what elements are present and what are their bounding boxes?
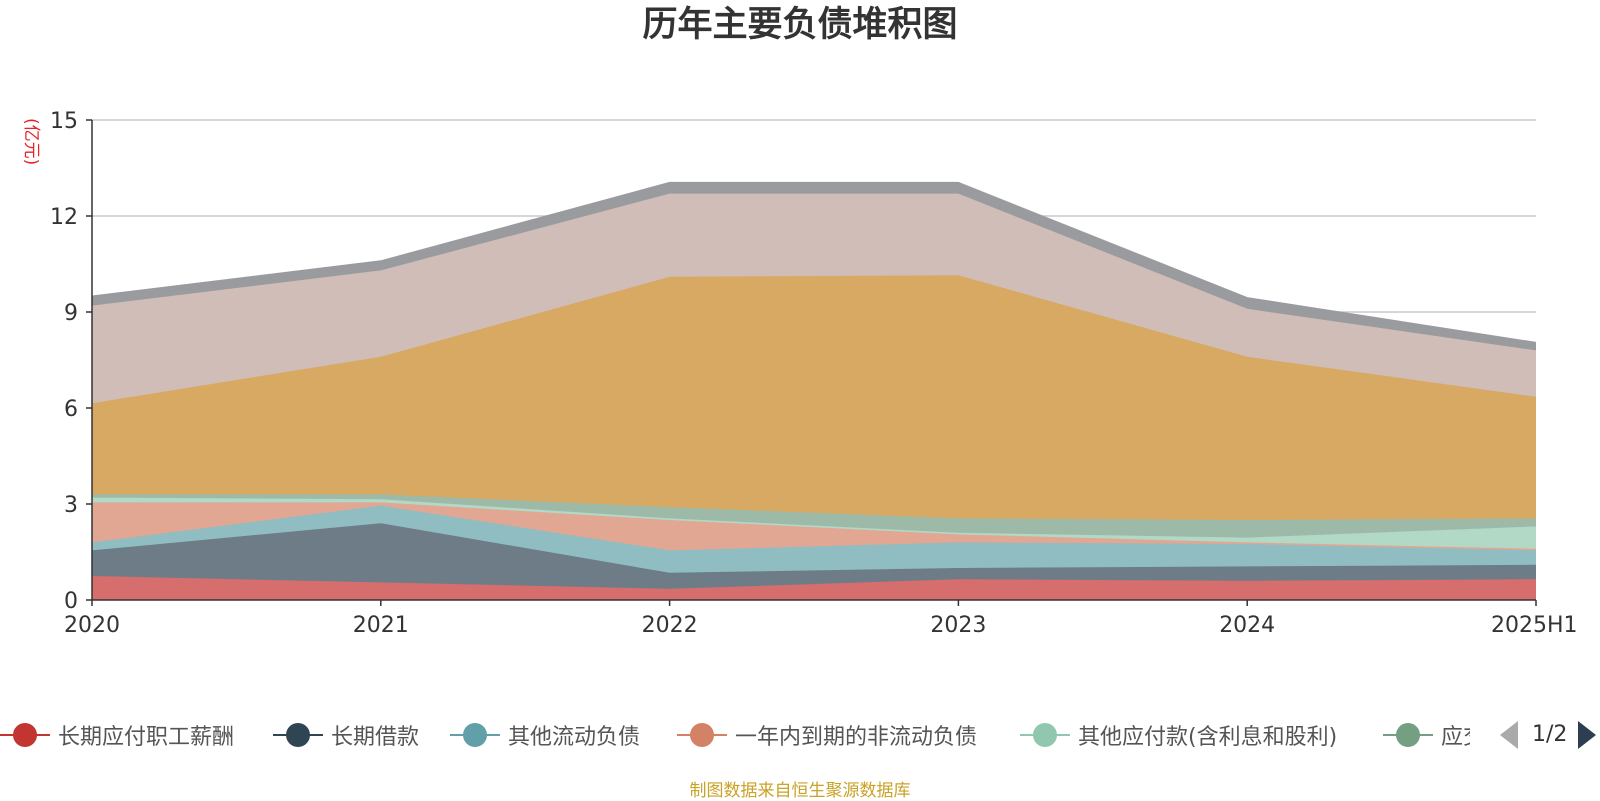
stacked-area-chart: 0 3 6 9 12 15 2020 2021 2022 2023 2024 2025H1 [50, 109, 1578, 638]
legend-item-label: 长期应付职工薪酬 [58, 725, 235, 750]
legend-pager: 1/2 [1490, 715, 1600, 755]
legend-item[interactable]: 其他应付款(含利息和股利) [1020, 715, 1337, 755]
x-tick-label: 2022 [642, 613, 698, 638]
area-series-7[interactable] [92, 193, 1536, 404]
area-series-1[interactable] [92, 523, 1536, 589]
area-series-4[interactable] [92, 497, 1536, 549]
legend-next-page-icon[interactable] [1578, 721, 1596, 749]
y-tick-label: 12 [50, 205, 78, 230]
legend-item-label: 应交税费 [1441, 725, 1470, 750]
legend-item[interactable]: 应交税费 [1383, 715, 1470, 755]
legend-prev-page-icon[interactable] [1500, 721, 1518, 749]
y-tick-label: 0 [64, 589, 78, 614]
y-tick-label: 9 [64, 301, 78, 326]
x-tick-label: 2024 [1219, 613, 1275, 638]
legend-marker-icon [1383, 715, 1433, 755]
legend-item[interactable]: 其他流动负债 [450, 715, 640, 755]
x-tick-label: 2023 [930, 613, 986, 638]
area-series-8[interactable] [92, 182, 1536, 351]
y-tick-label: 6 [64, 397, 78, 422]
area-series-edge-8 [91, 181, 1537, 343]
area-series-3[interactable] [92, 502, 1536, 551]
legend-item-label: 其他应付款(含利息和股利) [1078, 725, 1338, 750]
area-series-2[interactable] [92, 505, 1536, 573]
legend-marker-icon [450, 715, 500, 755]
x-tick-label: 2020 [64, 613, 120, 638]
y-tick-label: 3 [64, 493, 78, 518]
legend-marker-icon [1020, 715, 1070, 755]
x-tick-label: 2025H1 [1491, 613, 1578, 638]
area-series-layer [91, 181, 1537, 600]
y-tick-label: 15 [50, 109, 78, 134]
x-tick-label: 2021 [353, 613, 409, 638]
data-source-note: 制图数据来自恒生聚源数据库 [689, 781, 911, 801]
area-series-5[interactable] [92, 494, 1536, 538]
legend-item[interactable]: 长期应付职工薪酬 [0, 715, 234, 755]
legend-marker-icon [273, 715, 323, 755]
legend-item-label: 一年内到期的非流动负债 [735, 725, 978, 750]
legend-marker-icon [677, 715, 727, 755]
area-series-0[interactable] [92, 576, 1536, 600]
chart-title: 历年主要负债堆积图 [642, 5, 958, 45]
axes: 0 3 6 9 12 15 2020 2021 2022 2023 2024 2025H1 [50, 109, 1578, 638]
legend-item-label: 其他流动负债 [508, 725, 641, 750]
legend-item-label: 长期借款 [331, 725, 420, 750]
legend-item[interactable]: 一年内到期的非流动负债 [677, 715, 977, 755]
legend-marker-icon [0, 715, 50, 755]
legend-item[interactable]: 长期借款 [273, 715, 419, 755]
legend-page-indicator: 1/2 [1532, 722, 1568, 747]
legend: 长期应付职工薪酬 长期借款 其他流动负债 一年内到期的非流动负债 其他应付款(含利息和股… [0, 715, 1470, 755]
